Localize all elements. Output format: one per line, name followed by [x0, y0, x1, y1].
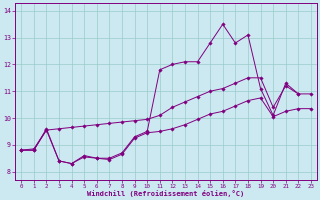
X-axis label: Windchill (Refroidissement éolien,°C): Windchill (Refroidissement éolien,°C) [87, 190, 245, 197]
